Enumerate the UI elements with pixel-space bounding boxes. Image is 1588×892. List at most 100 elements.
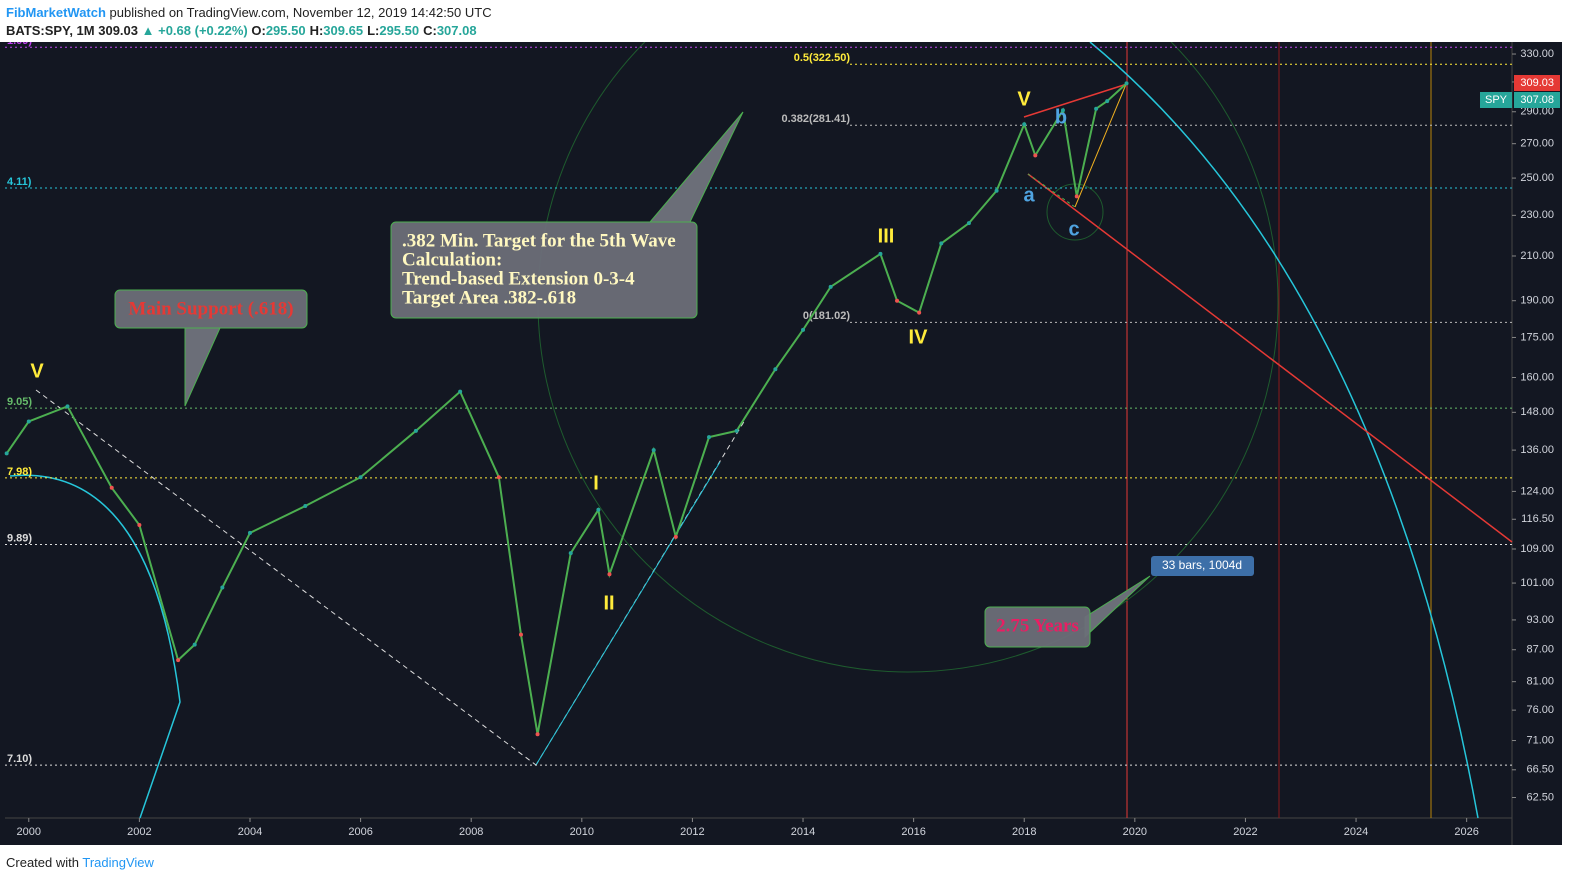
- wave-label: IV: [909, 326, 929, 348]
- price-point: [673, 534, 678, 539]
- y-tick-label: 116.50: [1521, 513, 1554, 525]
- price-point: [458, 389, 463, 394]
- price-point: [828, 284, 833, 289]
- fib-level-label: 7.98): [7, 466, 32, 478]
- line2: BATS:SPY, 1M 309.03 ▲ +0.68 (+0.22%) O:2…: [6, 22, 492, 40]
- footer: Created with TradingView: [6, 855, 154, 870]
- wave-label: V: [1017, 88, 1031, 110]
- x-tick-label: 2008: [459, 826, 483, 838]
- x-tick-label: 2010: [570, 826, 594, 838]
- ohlc-value: 309.65: [323, 23, 364, 38]
- callout-text: Trend-based Extension 0-3-4: [402, 268, 635, 289]
- brand[interactable]: TradingView: [82, 855, 154, 870]
- wave-label: III: [878, 225, 895, 247]
- ohlc-value: 295.50: [265, 23, 306, 38]
- price-point: [358, 475, 363, 480]
- price-point: [137, 523, 142, 528]
- ohlc-key: H:: [309, 23, 324, 38]
- x-tick-label: 2024: [1344, 826, 1368, 838]
- fib-level-label: 9.89): [7, 532, 32, 544]
- price-point: [734, 428, 739, 433]
- callout-box: [984, 606, 1091, 648]
- author[interactable]: FibMarketWatch: [6, 5, 106, 20]
- price-point: [1105, 99, 1110, 104]
- y-tick-label: 136.00: [1520, 444, 1554, 456]
- fib-level-label: 1.09): [7, 42, 32, 47]
- wave-link: [1074, 81, 1128, 208]
- price-point: [801, 327, 806, 332]
- price-tag-name: SPY: [1485, 94, 1508, 106]
- price-point: [1094, 106, 1099, 111]
- x-tick-label: 2026: [1454, 826, 1478, 838]
- x-tick-label: 2016: [901, 826, 925, 838]
- y-tick-label: 250.00: [1520, 172, 1554, 184]
- callout-text: Main Support (.618): [128, 298, 293, 319]
- background: [0, 42, 1562, 845]
- x-tick-label: 2018: [1012, 826, 1036, 838]
- ohlc-value: 307.08: [436, 23, 477, 38]
- fib-level-label: 7.10): [7, 753, 32, 765]
- y-tick-label: 109.00: [1520, 543, 1554, 555]
- measure-text: 33 bars, 1004d: [1162, 558, 1242, 572]
- price-point: [1033, 153, 1038, 158]
- y-tick-label: 330.00: [1520, 48, 1554, 60]
- channel-line: [1023, 83, 1128, 118]
- chart: 330.00310.00290.00270.00250.00230.00210.…: [0, 42, 1562, 845]
- y-tick-label: 230.00: [1520, 209, 1554, 221]
- price-point: [994, 188, 999, 193]
- wave-label: b: [1055, 106, 1067, 128]
- fib-level-label: 9.05): [7, 396, 32, 408]
- price-point: [1022, 122, 1027, 127]
- callout-text: .382 Min. Target for the 5th Wave: [402, 230, 676, 251]
- price-point: [413, 428, 418, 433]
- price-point: [1074, 194, 1079, 199]
- x-tick-label: 2020: [1123, 826, 1147, 838]
- y-tick-label: 93.00: [1526, 614, 1554, 626]
- price-tag-value: 309.03: [1520, 77, 1554, 89]
- y-tick-label: 66.50: [1526, 764, 1554, 776]
- x-tick-label: 2012: [680, 826, 704, 838]
- fib-arc: [1089, 42, 1479, 819]
- x-tick-label: 2014: [791, 826, 815, 838]
- callout-text: Target Area .382-.618: [402, 287, 576, 308]
- y-tick-label: 76.00: [1526, 704, 1554, 716]
- y-tick-label: 101.00: [1520, 577, 1554, 589]
- price-point: [1060, 108, 1065, 113]
- y-tick-label: 71.00: [1526, 734, 1554, 746]
- footer-text: Created with: [6, 855, 79, 870]
- price-point: [192, 642, 197, 647]
- y-tick-label: 210.00: [1520, 250, 1554, 262]
- x-tick-label: 2000: [17, 826, 41, 838]
- fib-arc: [9, 474, 181, 819]
- x-tick-label: 2006: [348, 826, 372, 838]
- price-point: [65, 404, 70, 409]
- change: ▲ +0.68 (+0.22%): [141, 23, 248, 38]
- price-point: [966, 221, 971, 226]
- price-point: [607, 572, 612, 577]
- y-tick-label: 124.00: [1520, 485, 1554, 497]
- fib-level-label: 0.5(322.50): [794, 52, 851, 64]
- measure-box: [1151, 556, 1254, 576]
- price-point: [26, 419, 31, 424]
- y-tick-label: 190.00: [1520, 295, 1554, 307]
- callout-box: [390, 221, 698, 319]
- y-tick-label: 175.00: [1520, 331, 1554, 343]
- price-point: [895, 298, 900, 303]
- x-tick-label: 2002: [127, 826, 151, 838]
- price-tag-value: 307.08: [1520, 94, 1554, 106]
- price-point: [109, 485, 114, 490]
- price-point: [496, 475, 501, 480]
- price-point: [220, 585, 225, 590]
- price-point: [773, 367, 778, 372]
- price-point: [1124, 81, 1129, 86]
- callout-text: 2.75 Years: [996, 615, 1079, 636]
- x-tick-label: 2022: [1233, 826, 1257, 838]
- price-point: [4, 451, 9, 456]
- last: 309.03: [98, 23, 138, 38]
- y-tick-label: 290.00: [1520, 106, 1554, 118]
- price-tag: [1514, 92, 1560, 108]
- callout-box: [114, 289, 308, 329]
- line1: FibMarketWatch published on TradingView.…: [6, 4, 492, 22]
- fib-level-label: 0.382(281.41): [782, 113, 851, 125]
- trend-line: [535, 461, 721, 766]
